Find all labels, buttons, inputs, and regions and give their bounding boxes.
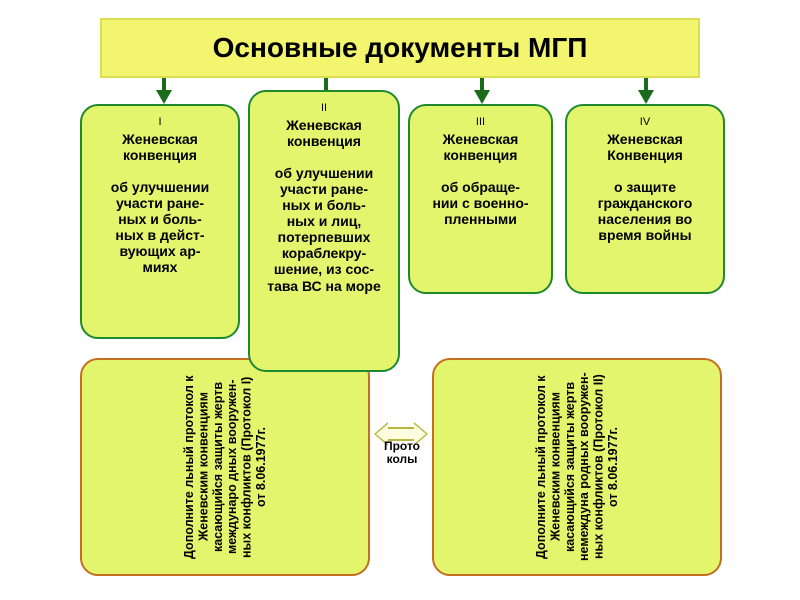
convention-box-3: III Женевская конвенция об обраще- нии с… — [408, 104, 553, 294]
convention-box-1: I Женевская конвенция об улучшении участ… — [80, 104, 240, 339]
convention-title-2: Женевская конвенция — [286, 117, 362, 149]
arrow-down-1 — [156, 90, 172, 104]
convention-title-3: Женевская конвенция — [443, 131, 519, 163]
convention-numeral-4: IV — [575, 116, 715, 129]
convention-body-2: об улучшении участи ране- ных и боль- ны… — [258, 165, 390, 294]
convention-numeral-3: III — [418, 116, 543, 129]
arrow-down-4 — [638, 90, 654, 104]
convention-title-1: Женевская конвенция — [122, 131, 198, 163]
protocols-label: Прото колы — [372, 440, 432, 466]
title-box: Основные документы МГП — [100, 18, 700, 78]
convention-box-2: II Женевская конвенция об улучшении учас… — [248, 90, 400, 372]
convention-box-4: IV Женевская Конвенция о защите гражданс… — [565, 104, 725, 294]
convention-numeral-1: I — [90, 116, 230, 129]
protocol-text-2: Дополните льный протокол к Женевским кон… — [534, 370, 620, 564]
convention-body-3: об обраще- нии с военно- пленными — [418, 179, 543, 227]
protocol-text-1: Дополните льный протокол к Женевским кон… — [182, 370, 268, 564]
protocol-box-2: Дополните льный протокол к Женевским кон… — [432, 358, 722, 576]
convention-body-1: об улучшении участи ране- ных и боль- ны… — [90, 179, 230, 276]
protocol-box-1: Дополните льный протокол к Женевским кон… — [80, 358, 370, 576]
convention-title-4: Женевская Конвенция — [607, 131, 683, 163]
convention-body-4: о защите гражданского населения во время… — [575, 179, 715, 243]
arrow-down-3 — [474, 90, 490, 104]
convention-numeral-2: II — [258, 102, 390, 115]
page-title: Основные документы МГП — [213, 32, 588, 64]
